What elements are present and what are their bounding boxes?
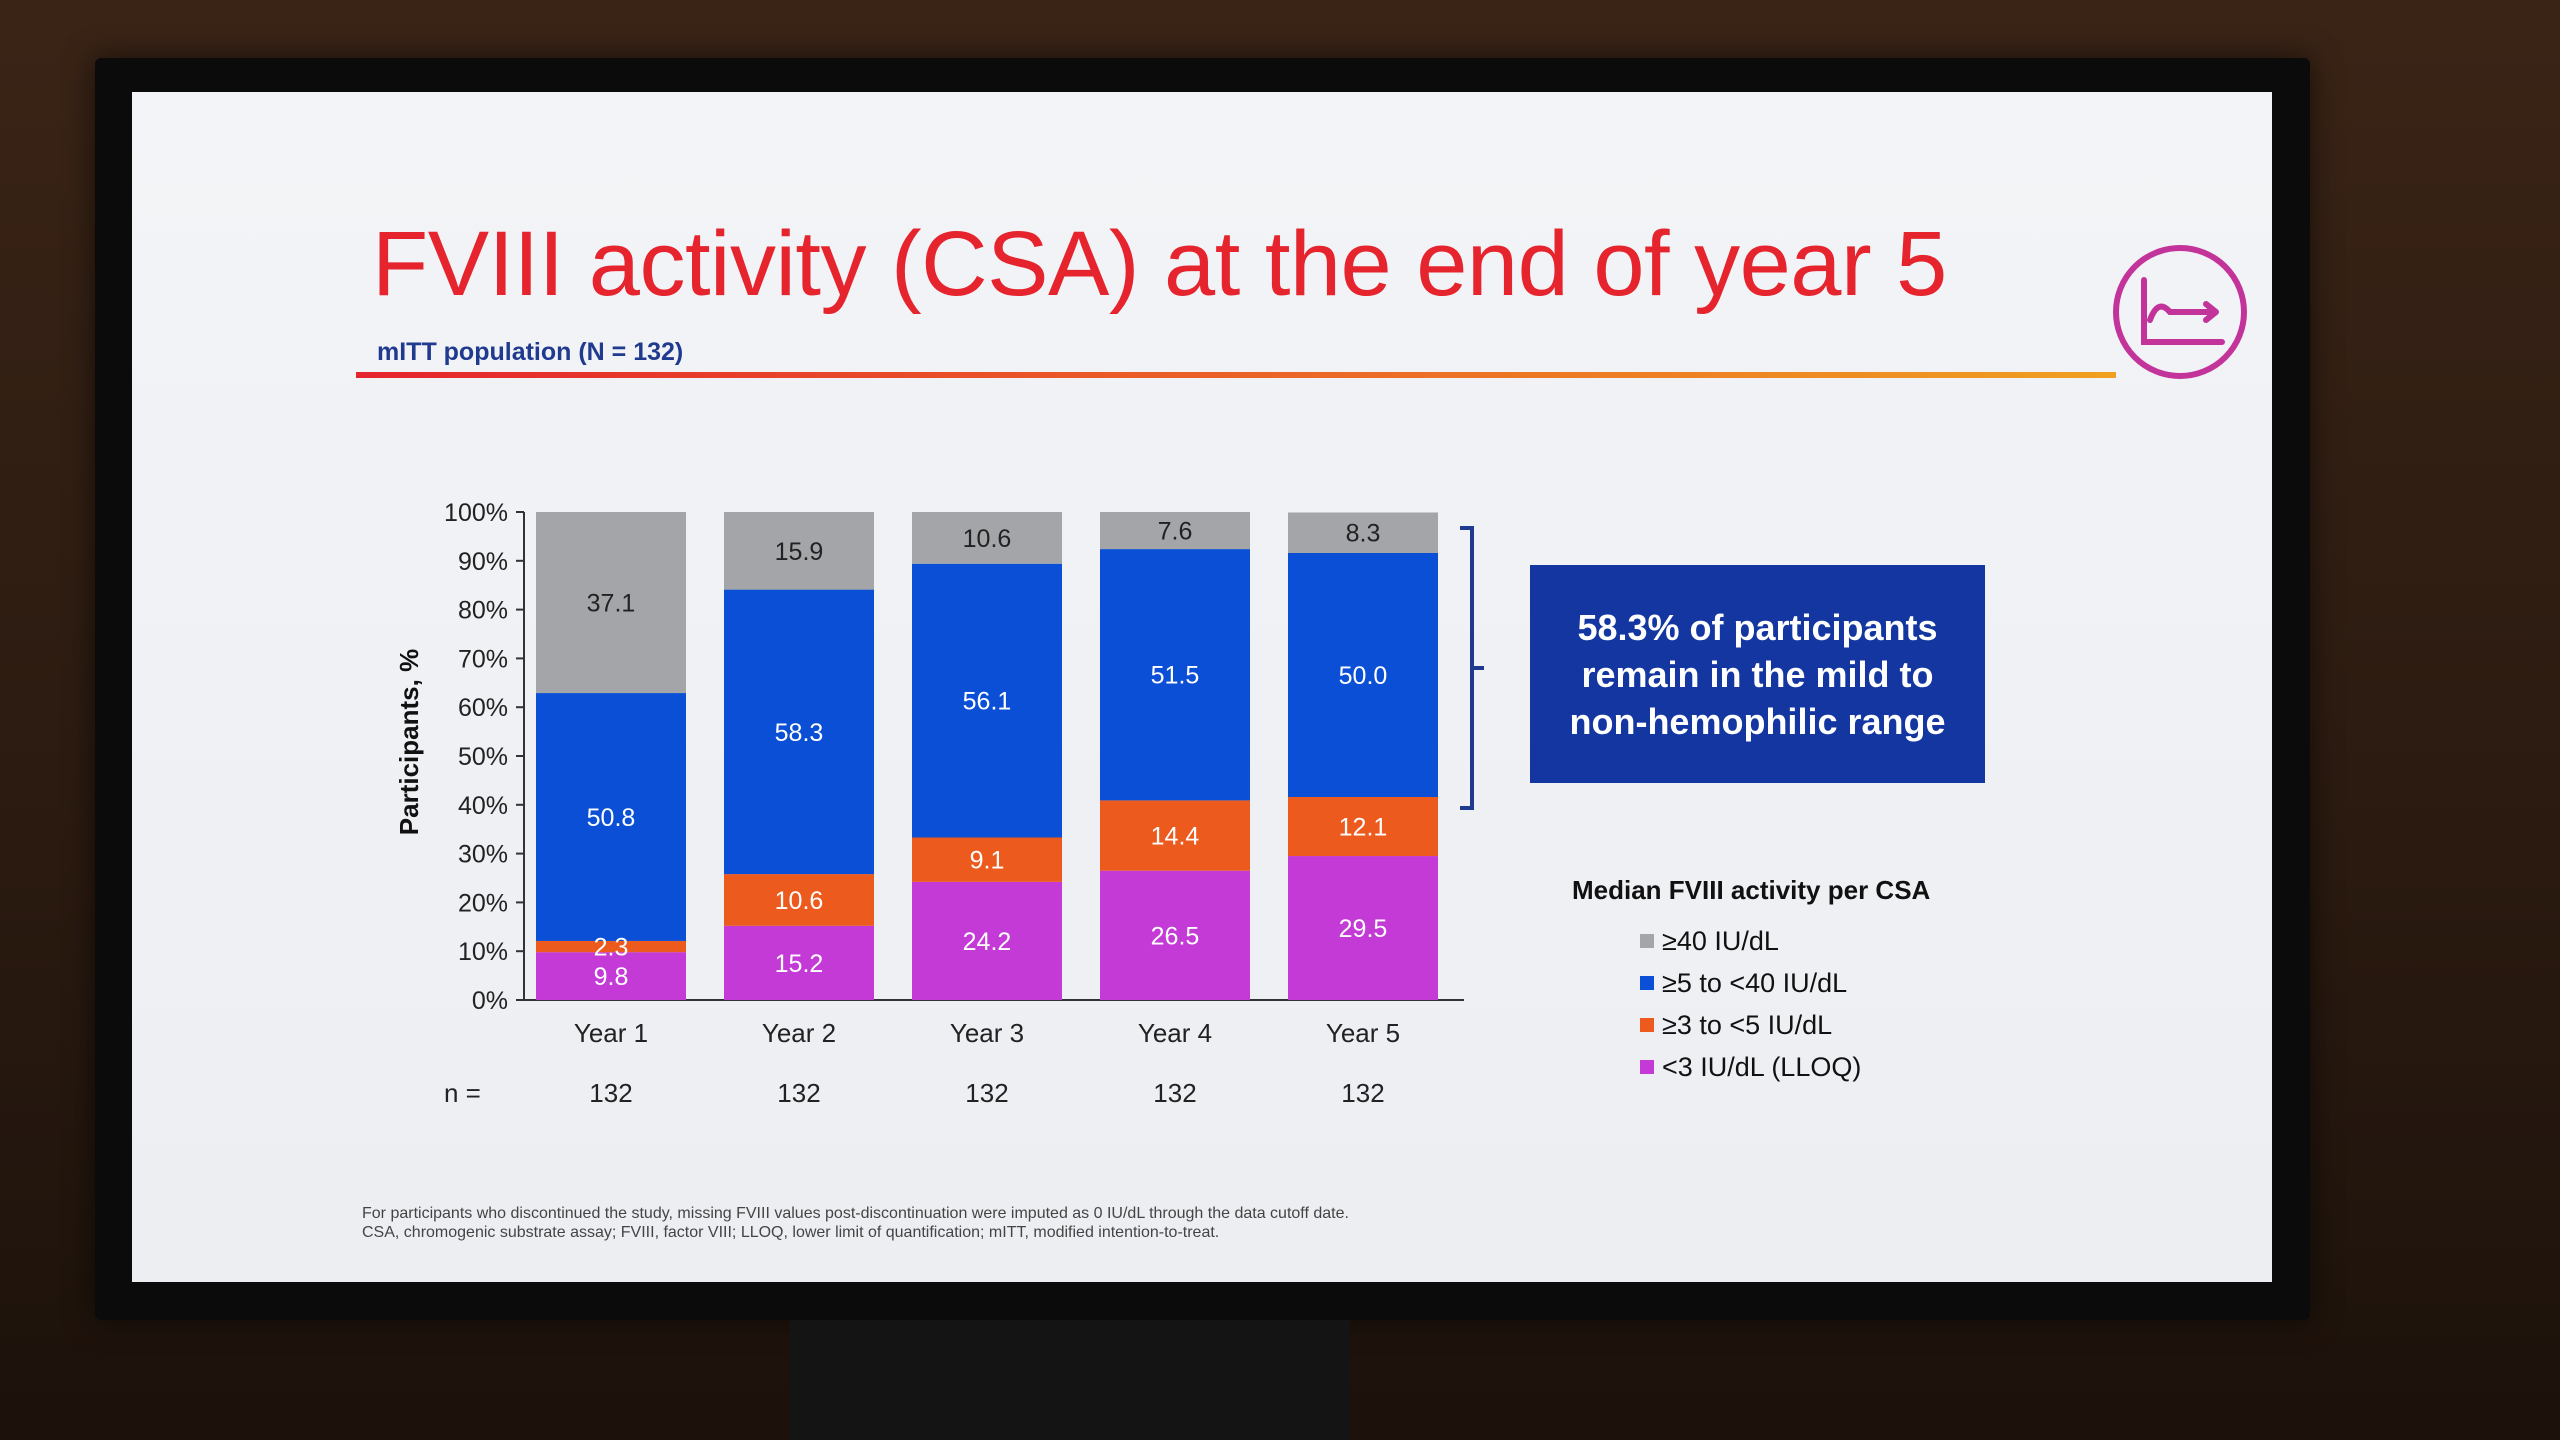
y-tick-label: 40% [458,792,508,820]
footnote-line: For participants who discontinued the st… [362,1205,1349,1222]
bar-value-label: 37.1 [587,590,636,618]
bar-segment [724,925,874,1000]
bar-segment [1288,552,1438,797]
footnote: For participants who discontinued the st… [362,1204,1662,1242]
bar-segment [724,874,874,926]
legend-swatch [1640,1018,1654,1032]
bar-value-label: 58.3 [775,719,824,747]
n-value-label: 132 [589,1078,632,1108]
y-tick-label: 100% [444,499,508,527]
footnote-line: CSA, chromogenic substrate assay; FVIII,… [362,1224,1220,1241]
title-underline [356,372,2116,378]
legend-swatch [1640,1060,1654,1074]
y-tick-label: 30% [458,841,508,869]
legend-item: ≥40 IU/dL [1572,920,2052,962]
bar-value-label: 15.2 [775,950,824,978]
legend-item: <3 IU/dL (LLOQ) [1572,1046,2052,1088]
n-value-label: 132 [1341,1078,1384,1108]
n-value-label: 132 [777,1078,820,1108]
bar-value-label: 7.6 [1158,518,1193,546]
n-label-prefix: n = [444,1078,481,1108]
bar-value-label: 50.0 [1339,662,1388,690]
slide-subtitle: mITT population (N = 132) [377,338,684,366]
chart-legend: Median FVIII activity per CSA ≥40 IU/dL ≥… [1572,875,2052,1088]
bar-segment [1100,512,1250,550]
monitor-stand [790,1320,1350,1440]
bar-value-label: 9.1 [970,847,1005,875]
bar-value-label: 8.3 [1346,520,1381,548]
legend-label: ≥5 to <40 IU/dL [1662,967,1848,998]
legend-title: Median FVIII activity per CSA [1572,875,1931,905]
bar-segment [1288,512,1438,553]
bar-segment [724,512,874,590]
bar-segment [1100,800,1250,871]
bar-value-label: 51.5 [1151,662,1200,690]
bar-segment [724,589,874,875]
bar-value-label: 10.6 [963,525,1012,553]
legend-swatch [1640,934,1654,948]
y-tick-label: 20% [458,889,508,917]
bar-value-label: 26.5 [1151,922,1200,950]
x-category-label: Year 4 [1138,1018,1212,1048]
y-axis-title: Participants, % [394,649,424,835]
y-tick-label: 0% [472,987,508,1015]
presentation-slide: FVIII activity (CSA) at the end of year … [132,92,2272,1282]
n-value-label: 132 [965,1078,1008,1108]
bar-value-label: 9.8 [594,963,629,991]
y-tick-label: 50% [458,743,508,771]
bar-value-label: 24.2 [963,928,1012,956]
bar-segment [536,952,686,1000]
callout-box: 58.3% of participants remain in the mild… [1530,565,1985,783]
x-category-label: Year 3 [950,1018,1024,1048]
x-category-label: Year 1 [574,1018,648,1048]
y-tick-label: 80% [458,597,508,625]
x-category-label: Year 2 [762,1018,836,1048]
legend-label: <3 IU/dL (LLOQ) [1662,1051,1862,1082]
legend-swatch [1640,976,1654,990]
bar-segment [912,837,1062,882]
n-value-label: 132 [1153,1078,1196,1108]
bar-value-label: 56.1 [963,688,1012,716]
y-tick-label: 70% [458,645,508,673]
y-tick-label: 60% [458,694,508,722]
y-tick-label: 10% [458,938,508,966]
bracket-mild-range [1460,526,1484,810]
bar-segment [1100,549,1250,801]
bar-segment [912,881,1062,1000]
bar-value-label: 10.6 [775,887,824,915]
bar-segment [536,940,686,953]
bar-segment [912,512,1062,564]
bar-value-label: 50.8 [587,804,636,832]
stacked-bar-chart: 0% 10% 20% 30% 40% 50% 60% 70% 80% 90% 100% 9.82.3… [394,499,1484,1108]
slide-title: FVIII activity (CSA) at the end of year … [372,213,1947,315]
bar-value-label: 12.1 [1339,814,1388,842]
legend-label: ≥3 to <5 IU/dL [1662,1009,1833,1040]
bar-value-label: 29.5 [1339,915,1388,943]
bar-segment [536,693,686,941]
x-category-label: Year 5 [1326,1018,1400,1048]
bar-segment [1288,856,1438,1000]
legend-item: ≥3 to <5 IU/dL [1572,1004,2052,1046]
bar-segment [1100,870,1250,1000]
bar-segment [1288,796,1438,857]
bar-segment [912,563,1062,838]
pk-curve-icon [2113,245,2247,379]
bar-value-label: 14.4 [1151,823,1200,851]
bar-value-label: 2.3 [594,934,629,962]
bar-value-label: 15.9 [775,538,824,566]
legend-item: ≥5 to <40 IU/dL [1572,962,2052,1004]
legend-label: ≥40 IU/dL [1662,925,1779,956]
y-tick-label: 90% [458,548,508,576]
bar-segment [536,512,686,694]
